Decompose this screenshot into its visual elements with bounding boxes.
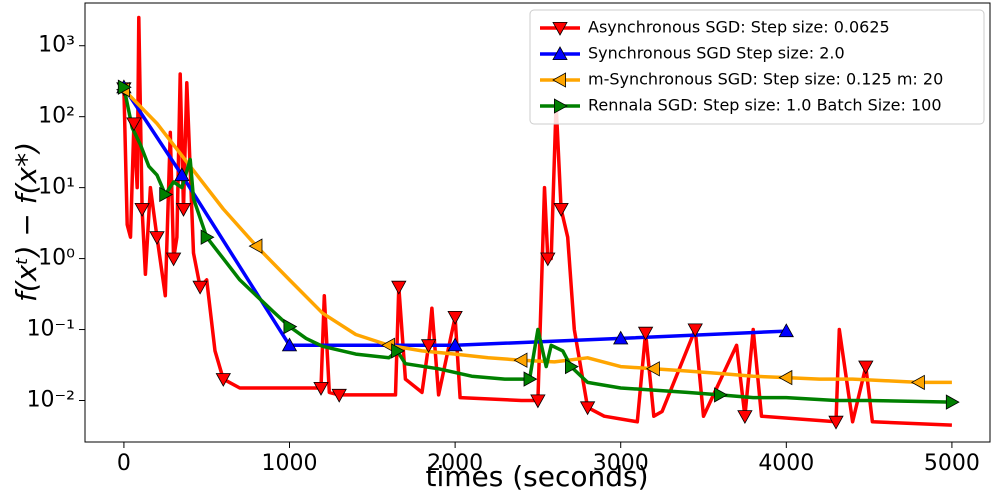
y-tick-label: 10⁻² bbox=[27, 387, 75, 412]
marker bbox=[828, 415, 844, 430]
marker bbox=[910, 374, 925, 391]
marker bbox=[192, 280, 208, 295]
legend-marker bbox=[552, 72, 566, 88]
series-line bbox=[122, 86, 787, 348]
marker bbox=[737, 410, 753, 425]
marker bbox=[778, 369, 793, 386]
marker bbox=[530, 394, 546, 409]
y-tick-label: 10³ bbox=[38, 33, 75, 58]
marker bbox=[174, 167, 190, 182]
marker bbox=[159, 186, 174, 203]
x-tick-label: 1000 bbox=[262, 451, 318, 476]
marker bbox=[645, 361, 660, 377]
series-line bbox=[122, 15, 952, 427]
marker bbox=[513, 352, 528, 368]
marker bbox=[248, 238, 263, 254]
x-tick-label: 0 bbox=[117, 451, 131, 476]
marker bbox=[447, 310, 463, 325]
marker bbox=[165, 252, 182, 267]
marker bbox=[175, 202, 192, 217]
y-axis-label: f(xᵗ) − f(x*) bbox=[10, 142, 43, 302]
legend-label: Rennala SGD: Step size: 1.0 Batch Size: … bbox=[588, 96, 942, 115]
marker bbox=[215, 373, 231, 387]
y-tick-label: 10² bbox=[38, 104, 75, 129]
legend-marker bbox=[554, 98, 568, 114]
marker bbox=[637, 326, 654, 341]
x-tick-label: 4000 bbox=[758, 451, 814, 476]
marker bbox=[447, 337, 463, 352]
legend-marker bbox=[552, 21, 568, 36]
marker bbox=[331, 388, 347, 403]
marker bbox=[945, 394, 960, 410]
marker bbox=[778, 323, 794, 338]
marker bbox=[134, 202, 150, 217]
marker bbox=[391, 343, 406, 359]
y-tick-label: 10⁻¹ bbox=[27, 317, 75, 342]
y-tick-label: 10¹ bbox=[38, 175, 75, 200]
marker bbox=[200, 229, 215, 245]
marker bbox=[126, 117, 142, 132]
marker bbox=[391, 280, 407, 295]
marker bbox=[687, 323, 703, 338]
marker bbox=[313, 381, 329, 396]
plot bbox=[116, 15, 960, 430]
marker bbox=[523, 371, 538, 387]
marker bbox=[613, 330, 629, 345]
x-axis-label: times (seconds) bbox=[425, 460, 648, 493]
marker bbox=[858, 360, 874, 375]
legend-marker bbox=[552, 46, 568, 60]
legend-label: m-Synchronous SGD: Step size: 0.125 m: 2… bbox=[588, 70, 943, 89]
legend-box bbox=[529, 9, 985, 125]
legend-label: Synchronous SGD Step size: 2.0 bbox=[588, 44, 845, 63]
legend-label: Asynchronous SGD: Step size: 0.0625 bbox=[588, 18, 890, 37]
marker bbox=[420, 339, 437, 354]
marker bbox=[579, 401, 596, 416]
marker bbox=[714, 387, 728, 403]
y-tick-label: 10⁰ bbox=[38, 246, 75, 271]
marker bbox=[553, 202, 569, 217]
x-tick-label: 5000 bbox=[924, 451, 980, 476]
marker bbox=[540, 252, 556, 267]
marker bbox=[283, 318, 298, 335]
x-tick-label: 3000 bbox=[593, 451, 649, 476]
marker bbox=[149, 231, 165, 246]
marker bbox=[281, 337, 298, 352]
x-tick-label: 2000 bbox=[427, 451, 483, 476]
marker bbox=[117, 79, 132, 95]
marker bbox=[565, 358, 579, 375]
